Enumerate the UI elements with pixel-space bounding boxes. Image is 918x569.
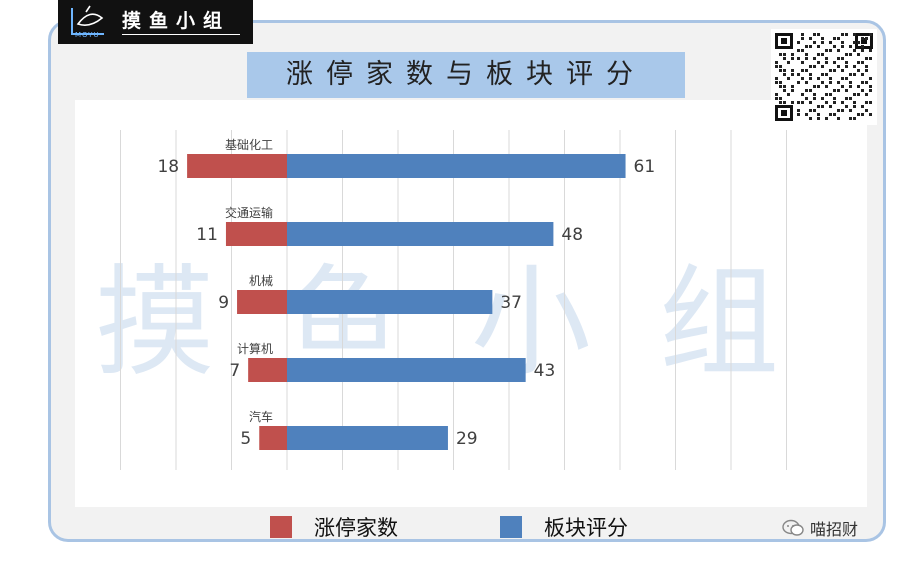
category-label: 机械 (249, 273, 273, 288)
category-label: 汽车 (249, 409, 273, 424)
bar-limit-up (237, 290, 287, 314)
data-label-limit-up: 5 (240, 429, 251, 449)
legend-item-limit-up: 涨停家数 (270, 512, 398, 542)
bar-limit-up (187, 154, 287, 178)
category-label: 计算机 (237, 341, 273, 356)
fish-logo-icon (71, 5, 104, 35)
wechat-credit: 喵招财 (782, 516, 858, 540)
data-label-limit-up: 7 (229, 361, 240, 381)
data-label-score: 29 (456, 429, 478, 449)
data-label-score: 43 (534, 361, 556, 381)
bar-limit-up (225, 222, 287, 246)
data-label-score: 61 (634, 157, 656, 177)
wechat-icon (782, 519, 804, 536)
qr-code-icon (771, 29, 877, 125)
data-label-score: 48 (561, 225, 583, 245)
bar-limit-up (248, 358, 287, 382)
legend-label-score: 板块评分 (544, 516, 628, 540)
bar-limit-up (259, 426, 287, 450)
legend-item-score: 板块评分 (500, 512, 628, 542)
legend-swatch-limit-up (270, 516, 292, 538)
bar-score (287, 222, 554, 246)
data-label-score: 37 (500, 293, 522, 313)
chart-title: 涨停家数与板块评分 (247, 52, 685, 98)
category-label: 基础化工 (225, 138, 273, 152)
data-label-limit-up: 9 (218, 293, 229, 313)
bar-score (287, 290, 493, 314)
data-label-limit-up: 18 (157, 157, 179, 177)
logo-underline (122, 34, 240, 35)
bar-score (287, 426, 448, 450)
category-label: 交通运输 (225, 205, 273, 220)
logo-subtext: MOYU (75, 31, 100, 39)
brand-logo: MOYU 摸鱼小组 (58, 0, 253, 44)
bar-score (287, 358, 526, 382)
logo-text: 摸鱼小组 (122, 10, 231, 32)
legend-label-limit-up: 涨停家数 (314, 516, 398, 540)
bar-score (287, 154, 626, 178)
data-label-limit-up: 11 (196, 225, 218, 245)
credit-text: 喵招财 (810, 520, 859, 539)
legend-swatch-score (500, 516, 522, 538)
